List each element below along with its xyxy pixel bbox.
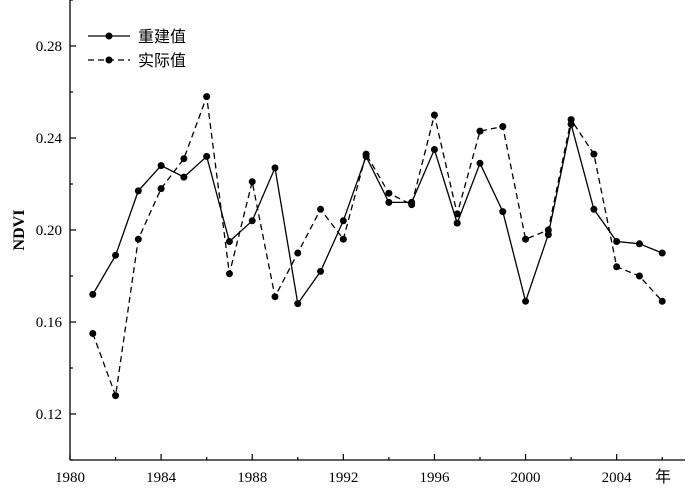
data-point-reconstructed	[385, 198, 393, 206]
data-point-reconstructed	[157, 162, 165, 170]
x-tick-label: 1996	[419, 470, 450, 486]
data-point-reconstructed	[225, 238, 233, 245]
data-point-reconstructed	[134, 187, 142, 195]
data-point-reconstructed	[248, 217, 256, 225]
x-tick-label: 1992	[328, 470, 358, 486]
data-point-reconstructed	[499, 208, 507, 216]
data-point-actual	[385, 189, 393, 197]
data-point-actual	[89, 330, 97, 337]
data-point-reconstructed	[522, 297, 530, 305]
data-point-actual	[248, 178, 256, 186]
data-point-actual	[590, 150, 598, 158]
data-point-reconstructed	[658, 249, 666, 257]
legend-item-actual: 实际值	[88, 51, 186, 70]
data-point-actual	[408, 201, 416, 209]
x-tick-label: 2000	[511, 470, 541, 486]
legend-label-actual: 实际值	[138, 51, 186, 70]
x-tick-label: 1984	[146, 470, 177, 486]
data-point-actual	[658, 297, 666, 305]
data-point-reconstructed	[590, 205, 598, 213]
x-tick-label: 1988	[237, 470, 267, 486]
data-point-reconstructed	[453, 219, 461, 227]
data-point-reconstructed	[112, 251, 120, 259]
data-point-actual	[453, 210, 461, 218]
data-point-actual	[362, 150, 370, 158]
y-tick-label: 0.16	[36, 315, 63, 331]
y-ticks: 0.12 0.16 0.20 0.24 0.28	[36, 0, 76, 461]
data-point-actual	[567, 116, 575, 124]
data-point-actual	[430, 111, 438, 119]
data-point-actual	[203, 93, 211, 101]
data-point-reconstructed	[476, 159, 484, 167]
data-point-actual	[157, 185, 165, 193]
data-point-actual	[522, 235, 530, 243]
data-point-reconstructed	[635, 240, 643, 248]
data-point-actual	[476, 127, 484, 135]
y-tick-label: 0.24	[36, 131, 63, 147]
data-point-actual	[225, 270, 233, 278]
data-point-reconstructed	[180, 173, 188, 181]
x-ticks: 1980 1984 1988 1992 1996 2000 2004	[55, 454, 663, 486]
data-point-actual	[613, 263, 621, 271]
data-point-actual	[544, 226, 552, 234]
legend-label-reconstructed: 重建值	[138, 27, 186, 46]
data-point-reconstructed	[613, 238, 621, 245]
data-point-reconstructed	[317, 267, 325, 275]
data-point-reconstructed	[89, 290, 97, 298]
x-axis-unit-label: 年	[655, 467, 671, 486]
data-point-reconstructed	[294, 300, 302, 308]
data-point-actual	[294, 249, 302, 257]
data-point-actual	[339, 235, 347, 243]
data-point-reconstructed	[430, 146, 438, 153]
data-point-actual	[271, 293, 279, 301]
series-line-reconstructed	[92, 124, 663, 306]
series-layer	[89, 93, 666, 400]
y-tick-label: 0.28	[36, 39, 62, 55]
legend: 重建值 实际值	[88, 27, 186, 70]
legend-item-reconstructed: 重建值	[88, 27, 186, 46]
data-point-actual	[180, 155, 188, 163]
data-point-actual	[112, 392, 120, 400]
y-tick-label: 0.20	[36, 223, 62, 239]
legend-marker-reconstructed	[105, 32, 113, 40]
data-point-actual	[134, 235, 142, 243]
data-point-reconstructed	[339, 217, 347, 225]
y-axis-title: NDVI	[11, 210, 28, 251]
data-point-reconstructed	[271, 164, 279, 172]
legend-marker-actual	[105, 56, 113, 64]
x-tick-label: 2004	[602, 470, 633, 486]
y-tick-label: 0.12	[36, 407, 62, 423]
data-point-actual	[317, 205, 325, 213]
x-tick-label: 1980	[55, 470, 85, 486]
data-point-reconstructed	[203, 152, 211, 160]
data-point-actual	[635, 272, 643, 280]
data-point-actual	[499, 123, 507, 130]
series-line-actual	[92, 96, 663, 396]
